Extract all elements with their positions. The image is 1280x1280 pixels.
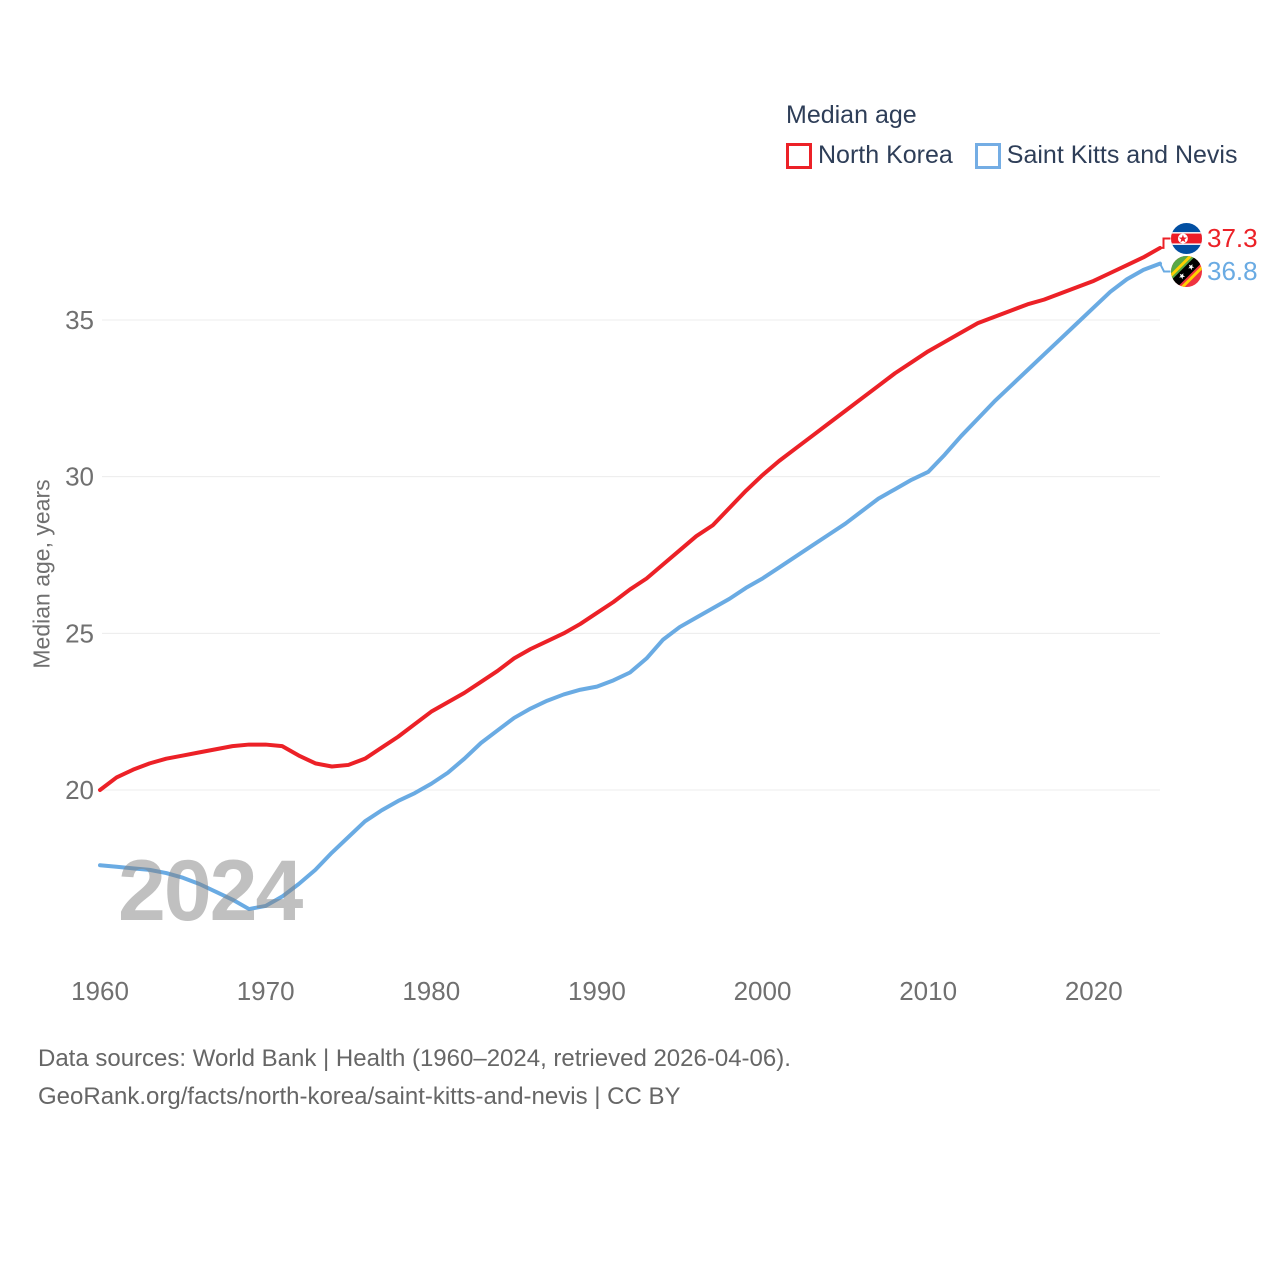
y-axis-title: Median age, years [28, 479, 55, 669]
x-tick-label: 1960 [71, 976, 129, 1006]
x-tick-label: 1980 [402, 976, 460, 1006]
footer-attribution-link: GeoRank.org/facts/north-korea/saint-kitt… [38, 1083, 681, 1110]
north-korea-flag-icon [1171, 223, 1202, 254]
y-tick-label: 35 [65, 305, 94, 335]
y-tick-label: 25 [65, 618, 94, 648]
legend-item-saint-kitts-and-nevis[interactable]: Saint Kitts and Nevis [974, 141, 1238, 170]
y-tick-label: 20 [65, 775, 94, 805]
series-line-saint-kitts-and-nevis [98, 261, 1162, 912]
x-tick-label: 1970 [237, 976, 295, 1006]
x-tick-label: 2000 [734, 976, 792, 1006]
legend-title: Median age [786, 101, 917, 129]
watermark: 2024 [118, 843, 303, 939]
end-value-saint-kitts-and-nevis: 36.8 [1207, 256, 1258, 286]
saint-kitts-nevis-swatch-icon [974, 142, 1001, 169]
legend-item-north-korea[interactable]: North Korea [786, 141, 953, 170]
connector-saint-kitts-and-nevis [1159, 263, 1171, 273]
footer-data-sources: Data sources: World Bank | Health (1960–… [38, 1045, 791, 1072]
end-value-north-korea: 37.3 [1207, 223, 1258, 253]
y-tick-label: 30 [65, 462, 94, 492]
end-label-saint-kitts-and-nevis: 36.8 [1171, 256, 1258, 287]
footer: Data sources: World Bank | Health (1960–… [38, 1040, 791, 1116]
connector-north-korea [1160, 237, 1171, 249]
legend-item-label: North Korea [818, 141, 953, 169]
end-label-north-korea: 37.3 [1171, 223, 1258, 254]
x-tick-label: 2020 [1065, 976, 1123, 1006]
x-tick-label: 1990 [568, 976, 626, 1006]
legend-items: North Korea Saint Kitts and Nevis [786, 141, 1237, 170]
north-korea-swatch-icon [786, 142, 812, 169]
x-tick-label: 2010 [899, 976, 957, 1006]
legend: Median age North Korea Saint Kitts and N… [786, 101, 1237, 170]
legend-item-label: Saint Kitts and Nevis [1006, 141, 1238, 169]
series-line-north-korea [98, 245, 1162, 792]
saint-kitts-nevis-flag-icon [1171, 256, 1202, 287]
